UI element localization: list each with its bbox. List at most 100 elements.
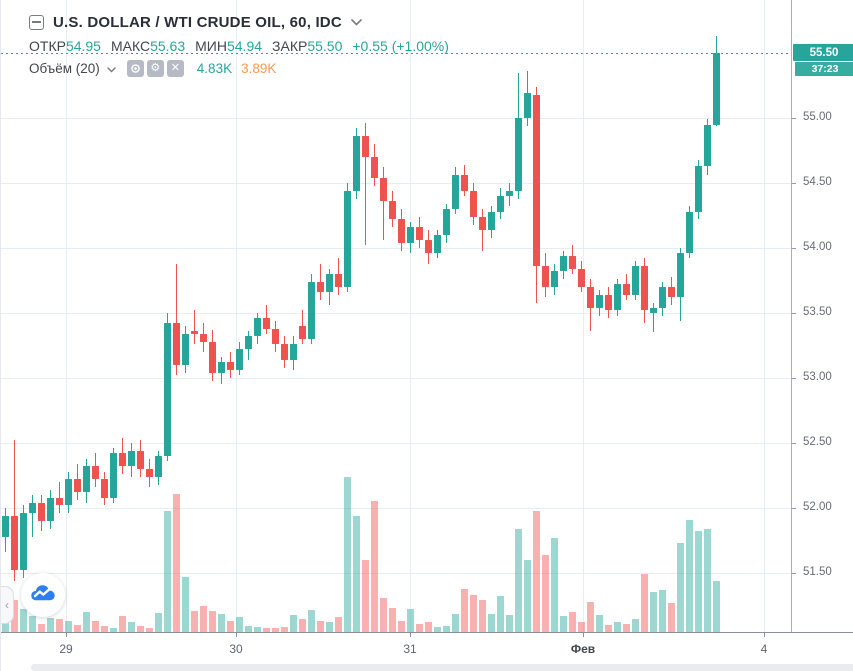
time-tick-label: Фев — [570, 642, 596, 656]
chevron-down-icon[interactable] — [107, 61, 116, 76]
volume-bar — [398, 621, 405, 632]
time-tick-label: 31 — [403, 642, 417, 656]
candle-body — [650, 307, 657, 313]
candle-body — [641, 266, 648, 311]
candle-body — [56, 497, 63, 506]
candle-body — [227, 362, 234, 371]
volume-indicator-title[interactable]: Объём (20) — [29, 61, 100, 76]
price-chart-pane[interactable] — [1, 0, 791, 632]
candle-body — [263, 318, 270, 329]
volume-bar — [119, 616, 126, 632]
price-axis[interactable]: 55.50 37:23 55.00 54.50 54.00 53.50 53.00 52.… — [791, 0, 853, 632]
chevron-down-icon[interactable] — [351, 13, 362, 31]
bar-countdown-badge: 37:23 — [795, 62, 853, 76]
volume-bar — [605, 624, 612, 632]
volume-bar — [371, 500, 378, 632]
volume-bar — [623, 623, 630, 632]
time-tick-mark — [410, 633, 411, 637]
provider-logo-button[interactable] — [21, 573, 65, 617]
volume-bar — [632, 619, 639, 632]
volume-legend-row: Объём (20) ⚙ ✕ 4.83K 3.89K — [29, 60, 449, 77]
candle-body — [578, 268, 585, 287]
eye-icon[interactable] — [126, 60, 144, 77]
volume-bar — [56, 619, 63, 632]
price-tick-mark — [792, 378, 796, 379]
volume-bar — [182, 576, 189, 632]
volume-bar — [209, 610, 216, 632]
candle-body — [443, 209, 450, 235]
panel-collapse-arrow[interactable]: ‹ — [1, 586, 14, 624]
volume-bar — [164, 511, 171, 632]
candle-body — [479, 216, 486, 230]
candle-body — [83, 466, 90, 493]
candle-body — [101, 479, 108, 498]
candle-body — [596, 294, 603, 308]
candle-wick — [320, 263, 321, 300]
vertical-gridline — [583, 0, 584, 632]
candle-body — [704, 124, 711, 167]
horizontal-gridline — [1, 443, 791, 444]
volume-bar — [254, 626, 261, 632]
candle-body — [560, 255, 567, 272]
candle-body — [659, 287, 666, 308]
time-axis[interactable]: 29 30 31 Фев 4 — [1, 632, 853, 665]
symbol-legend-row[interactable]: U.S. DOLLAR / WTI CRUDE OIL, 60, IDC — [29, 13, 449, 31]
price-tick-label: 53.00 — [803, 371, 832, 383]
volume-bar — [191, 610, 198, 632]
volume-bar — [38, 623, 45, 632]
candle-body — [245, 336, 252, 350]
volume-bar — [290, 615, 297, 632]
candle-body — [497, 196, 504, 212]
volume-bar — [155, 612, 162, 632]
candle-body — [218, 362, 225, 373]
candle-wick — [365, 123, 366, 246]
vertical-gridline — [236, 0, 237, 632]
volume-bar — [650, 591, 657, 632]
candle-body — [425, 240, 432, 254]
candle-body — [92, 466, 99, 480]
time-tick-label: 30 — [229, 642, 243, 656]
volume-bar — [263, 627, 270, 632]
price-tick-label: 54.00 — [803, 241, 832, 253]
volume-bar — [47, 618, 54, 632]
symbol-title[interactable]: U.S. DOLLAR / WTI CRUDE OIL, 60, IDC — [53, 13, 342, 31]
price-tick-label: 53.50 — [803, 306, 832, 318]
candle-body — [506, 190, 513, 196]
candle-body — [308, 281, 315, 339]
settings-gear-icon[interactable]: ⚙ — [146, 60, 164, 77]
volume-bar — [65, 621, 72, 632]
collapse-legend-icon[interactable] — [29, 14, 44, 30]
candle-wick — [14, 440, 15, 581]
vertical-gridline — [66, 0, 67, 632]
price-tick-mark — [792, 508, 796, 509]
candle-body — [29, 502, 36, 514]
time-tick-mark — [583, 633, 584, 637]
volume-bar — [452, 613, 459, 632]
candle-body — [713, 53, 720, 125]
candle-body — [155, 456, 162, 477]
volume-bar — [389, 607, 396, 632]
horizontal-gridline — [1, 313, 791, 314]
volume-bar — [11, 600, 18, 632]
volume-bar — [407, 608, 414, 632]
horizontal-gridline — [1, 378, 791, 379]
candle-body — [164, 323, 171, 456]
close-icon[interactable]: ✕ — [166, 60, 184, 77]
volume-bar — [299, 619, 306, 632]
candle-body — [38, 502, 45, 521]
volume-bar — [614, 622, 621, 632]
volume-bar — [443, 625, 450, 632]
volume-bar — [659, 589, 666, 632]
volume-bar — [560, 616, 567, 632]
candle-body — [380, 177, 387, 202]
volume-bar — [524, 559, 531, 632]
volume-bar — [470, 594, 477, 632]
volume-bar — [128, 622, 135, 632]
candle-body — [533, 94, 540, 267]
volume-bar — [434, 626, 441, 632]
candle-body — [137, 450, 144, 469]
candle-body — [191, 331, 198, 334]
candle-body — [389, 201, 396, 220]
candle-body — [695, 166, 702, 212]
